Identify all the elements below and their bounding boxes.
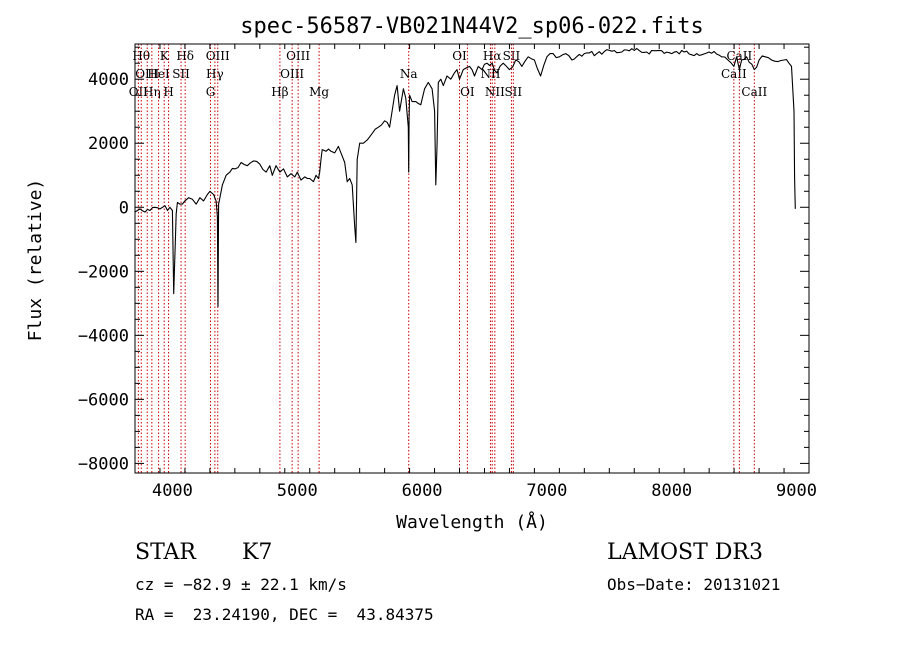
line-label-19: NII: [480, 67, 500, 81]
line-label-4: HeI: [147, 67, 170, 81]
chart-title: spec-56587-VB021N44V2_sp06-022.fits: [240, 14, 704, 39]
x-axis-label: Wavelength (Å): [396, 511, 548, 533]
line-label-15: Mg: [309, 85, 329, 99]
line-label-16: Na: [400, 67, 418, 81]
coordinates: RA = 23.24190, DEC = 43.84375: [135, 605, 434, 624]
y-tick-label-4000: 4000: [88, 70, 129, 90]
line-label-21: NII: [485, 85, 505, 99]
observation-date: Obs−Date: 20131021: [607, 575, 781, 594]
x-tick-label-4000: 4000: [152, 481, 193, 501]
x-tick-label-6000: 6000: [402, 481, 443, 501]
y-tick-label--4000: −4000: [78, 326, 129, 346]
x-tick-label-5000: 5000: [277, 481, 318, 501]
line-label-14: OIII: [286, 49, 310, 63]
spectrum-line: [134, 47, 796, 308]
object-subclass: K7: [242, 540, 273, 565]
y-tick-label--8000: −8000: [78, 454, 129, 474]
line-label-10: Hγ: [206, 67, 224, 81]
redshift-velocity: cz = −82.9 ± 22.1 km/s: [135, 575, 347, 594]
line-label-11: OIII: [206, 49, 230, 63]
object-class: STAR: [135, 540, 196, 565]
line-label-3: Hη: [143, 85, 161, 99]
line-label-22: SII: [503, 49, 521, 63]
line-label-2: OIII: [135, 67, 159, 81]
line-label-7: SII: [172, 67, 190, 81]
line-label-13: OIII: [280, 67, 304, 81]
line-label-1: Hθ: [132, 49, 150, 63]
axis-ticks: 4000 5000 6000 7000 8000 9000 −8000 −6000 −4000 −…: [78, 44, 817, 501]
line-label-8: Hδ: [176, 49, 194, 63]
y-tick-label-0: 0: [119, 198, 129, 218]
line-label-9: G: [206, 85, 216, 99]
line-label-17: OI: [452, 49, 467, 63]
line-label-23: SII: [504, 85, 522, 99]
x-tick-label-8000: 8000: [651, 481, 692, 501]
plot-frame: [134, 43, 810, 474]
line-label-0: OII: [129, 85, 149, 99]
survey-name: LAMOST DR3: [607, 540, 763, 565]
line-label-5: K: [160, 49, 170, 63]
y-tick-label--6000: −6000: [78, 390, 129, 410]
x-tick-label-9000: 9000: [776, 481, 817, 501]
line-label-25: CaII: [726, 49, 752, 63]
y-tick-label-2000: 2000: [88, 134, 129, 154]
line-label-6: H: [163, 85, 173, 99]
x-tick-label-7000: 7000: [526, 481, 567, 501]
line-label-12: Hβ: [271, 85, 288, 99]
line-markers: OII Hθ OIII Hη HeI K H SII Hδ G Hγ OIII Hβ OIII OIII Mg…: [129, 44, 767, 473]
y-tick-label--2000: −2000: [78, 262, 129, 282]
line-label-24: CaII: [721, 67, 747, 81]
y-axis-label: Flux (relative): [25, 179, 46, 342]
line-label-18: OI: [460, 85, 475, 99]
line-label-20: Hα: [483, 49, 502, 63]
line-label-26: CaII: [741, 85, 767, 99]
